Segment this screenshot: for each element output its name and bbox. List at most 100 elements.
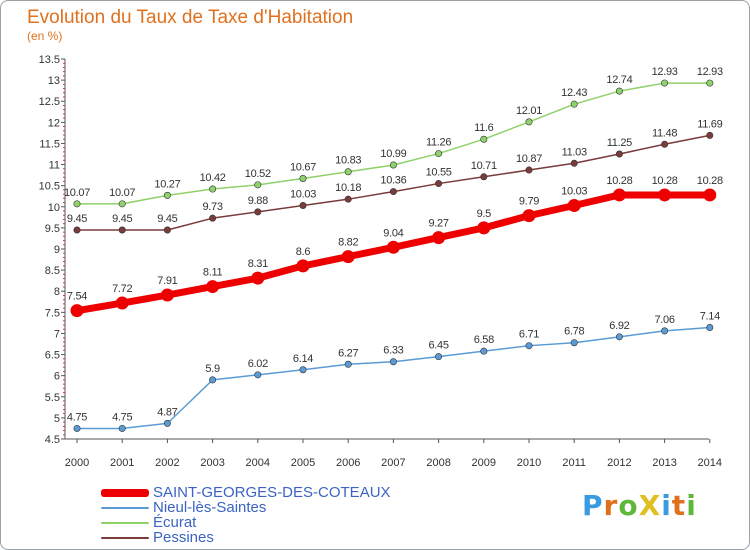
legend-label: Écurat: [153, 514, 197, 531]
data-point: [706, 79, 714, 87]
data-point: [661, 79, 669, 87]
data-point: [254, 208, 262, 216]
data-label: 11.6: [474, 122, 494, 134]
data-label: 12.43: [561, 87, 587, 99]
y-tick-label: 6.5: [45, 350, 60, 362]
data-label: 10.67: [290, 161, 316, 173]
data-label: 7.54: [67, 291, 87, 303]
data-label: 10.03: [561, 186, 587, 198]
data-label: 10.83: [335, 155, 361, 167]
data-label: 10.55: [426, 167, 452, 179]
data-label: 8.11: [203, 267, 223, 279]
data-label: 12.93: [652, 66, 678, 78]
data-label: 11.26: [426, 137, 451, 149]
data-point: [299, 202, 307, 210]
logo-letter: X: [638, 489, 662, 522]
y-tick-label: 12: [48, 117, 60, 129]
data-point: [615, 333, 623, 341]
logo-letter: r: [603, 489, 619, 522]
data-point: [389, 358, 397, 366]
data-point: [435, 353, 443, 361]
legend-item: Nieul-lès-Saintes: [101, 499, 421, 516]
legend-swatch: [101, 537, 149, 539]
data-label: 10.18: [335, 182, 361, 194]
data-label: 6.71: [519, 329, 539, 341]
data-label: 10.99: [380, 148, 406, 160]
logo-letter: i: [661, 489, 672, 522]
data-point: [115, 296, 129, 310]
data-point: [389, 188, 397, 196]
data-label: 9.73: [202, 201, 222, 213]
x-tick-label: 2007: [381, 457, 405, 469]
data-label: 10.36: [380, 175, 406, 187]
data-label: 6.45: [428, 340, 448, 352]
data-point: [570, 339, 578, 347]
data-point: [299, 174, 307, 182]
data-point: [567, 199, 581, 213]
x-tick-label: 2005: [291, 457, 315, 469]
legend-label: SAINT-GEORGES-DES-COTEAUX: [153, 484, 391, 501]
data-point: [525, 166, 533, 174]
data-label: 6.92: [609, 320, 629, 332]
data-label: 9.45: [112, 213, 132, 225]
data-label: 11.69: [697, 118, 722, 130]
x-tick-label: 2001: [110, 457, 134, 469]
data-point: [480, 135, 488, 143]
data-label: 10.07: [64, 187, 90, 199]
legend-label: Pessines: [153, 529, 214, 546]
data-label: 6.58: [474, 334, 494, 346]
data-label: 11.48: [652, 127, 677, 139]
data-label: 6.02: [248, 358, 268, 370]
data-label: 8.82: [338, 237, 358, 249]
data-label: 10.28: [697, 175, 723, 187]
data-point: [254, 181, 262, 189]
x-tick-label: 2000: [65, 457, 89, 469]
logo-letter: i: [686, 489, 697, 522]
data-label: 12.01: [516, 105, 542, 117]
data-label: 8.31: [248, 258, 268, 270]
x-tick-label: 2010: [517, 457, 541, 469]
data-point: [341, 250, 355, 264]
y-tick-label: 13: [48, 75, 60, 87]
data-label: 7.06: [654, 314, 674, 326]
x-tick-label: 2003: [200, 457, 224, 469]
chart-unit: (en %): [27, 29, 63, 43]
data-label: 5.9: [205, 363, 220, 375]
data-label: 10.03: [290, 189, 316, 201]
data-point: [344, 195, 352, 203]
data-point: [706, 324, 714, 332]
data-point: [480, 173, 488, 181]
x-tick-label: 2014: [698, 457, 722, 469]
data-label: 10.52: [245, 168, 271, 180]
data-label: 11.03: [562, 146, 587, 158]
data-label: 11.25: [607, 137, 632, 149]
data-label: 4.75: [112, 411, 132, 423]
y-tick-label: 4.5: [45, 434, 60, 446]
y-tick-label: 8.5: [45, 265, 60, 277]
data-point: [658, 188, 672, 202]
legend-item: Écurat: [101, 514, 421, 531]
chart-title: Evolution du Taux de Taxe d'Habitation: [27, 7, 354, 28]
y-tick-label: 12.5: [39, 96, 60, 108]
logo-letter: t: [671, 489, 687, 522]
data-point: [163, 226, 171, 234]
data-point: [432, 231, 446, 245]
data-label: 4.87: [157, 406, 177, 418]
data-point: [706, 131, 714, 139]
legend-swatch: [101, 489, 149, 497]
data-point: [70, 304, 84, 318]
y-tick-label: 6: [54, 371, 60, 383]
data-label: 10.27: [154, 178, 180, 190]
data-point: [254, 371, 262, 379]
y-tick-label: 7: [54, 328, 60, 340]
data-point: [435, 180, 443, 188]
data-point: [73, 424, 81, 432]
y-tick-label: 13.5: [39, 54, 60, 66]
y-tick-label: 9: [54, 244, 60, 256]
data-point: [118, 226, 126, 234]
data-label: 7.91: [157, 275, 177, 287]
data-point: [435, 150, 443, 158]
data-label: 12.74: [606, 74, 632, 86]
y-tick-label: 11.5: [39, 138, 60, 150]
